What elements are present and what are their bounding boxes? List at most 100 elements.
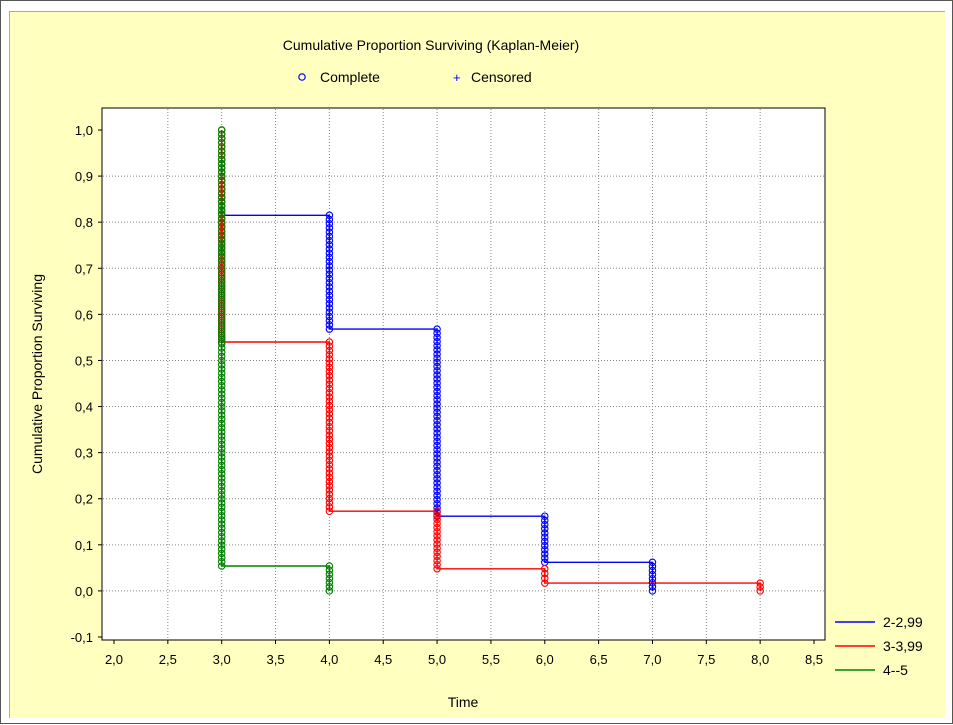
complete-event-marker [217,256,226,264]
x-tick-label: 5,0 [428,652,446,667]
y-tick-label: 0,3 [75,446,93,461]
complete-event-marker [217,511,226,520]
x-tick-label: 6,5 [590,652,608,667]
complete-event-marker [541,574,549,583]
complete-event-marker [217,314,226,323]
complete-event-marker [217,239,226,247]
complete-event-marker [217,306,226,315]
legend-complete-label: Complete [320,69,380,85]
complete-event-marker [325,587,334,595]
complete-event-marker [217,293,226,302]
complete-event-marker [325,583,334,591]
complete-event-marker [217,553,226,562]
y-tick-label: 0,5 [75,353,93,368]
complete-event-marker [325,414,334,422]
complete-event-marker [217,537,226,545]
complete-event-marker [217,453,226,461]
complete-event-marker [325,367,334,376]
x-tick-label: 8,0 [751,652,769,667]
complete-event-marker [217,247,226,256]
y-tick-label: 0,2 [75,492,93,507]
complete-event-marker [217,147,226,155]
complete-event-marker [325,469,334,477]
complete-event-marker [217,503,226,512]
complete-event-marker [648,583,657,591]
complete-event-marker [433,470,441,479]
complete-event-marker [217,528,226,537]
complete-event-marker [433,475,441,483]
complete-event-marker [433,425,441,433]
x-tick-label: 5,5 [482,652,500,667]
x-tick-label: 4,0 [320,652,338,667]
complete-event-marker [325,460,334,469]
complete-event-marker [217,470,226,478]
complete-event-marker [541,520,549,529]
complete-event-marker [433,536,441,544]
complete-event-marker [217,268,226,277]
complete-event-marker [325,422,334,431]
complete-event-marker [325,325,334,333]
complete-event-marker [541,550,549,558]
complete-event-marker [433,354,441,362]
complete-event-marker [217,130,226,138]
legend-censored-label: Censored [471,69,532,85]
complete-event-marker [217,201,226,210]
complete-event-marker [433,556,441,565]
complete-event-marker [217,465,226,474]
complete-event-marker [325,245,334,253]
y-tick-label: 0,4 [75,400,93,415]
complete-event-marker [325,570,334,579]
complete-event-marker [325,363,334,372]
complete-event-marker [433,371,441,379]
complete-event-marker [433,491,441,500]
complete-event-marker [217,457,226,465]
complete-event-marker [541,537,549,546]
complete-event-marker [217,432,226,440]
complete-event-marker [433,450,441,458]
complete-event-marker [325,283,334,291]
complete-event-marker [541,541,549,550]
complete-event-marker [217,440,226,449]
complete-event-marker [325,578,334,587]
x-axis-label: Time [448,694,479,710]
complete-event-marker [325,439,334,448]
complete-event-marker [217,310,226,319]
complete-event-marker [433,565,441,573]
complete-event-marker [217,562,226,570]
complete-event-marker [433,504,441,512]
complete-event-marker [217,490,226,499]
complete-event-marker [217,205,226,214]
complete-event-marker [217,386,226,394]
x-tick-label: 2,5 [159,652,177,667]
complete-event-marker [217,407,226,415]
complete-event-marker [217,373,226,382]
complete-event-marker [217,344,226,352]
complete-event-marker [217,541,226,549]
complete-event-marker [217,252,226,260]
y-axis-label: Cumulative Proportion Surviving [29,274,45,474]
complete-event-marker [217,143,226,151]
complete-event-marker [433,391,441,400]
complete-event-marker [325,443,334,452]
complete-event-marker [325,232,334,241]
legend-label: 2-2,99 [883,614,923,630]
complete-event-marker [541,516,549,525]
complete-event-marker [325,494,334,503]
x-tick-label: 3,0 [213,652,231,667]
complete-event-marker [325,393,334,401]
complete-event-marker [325,257,334,266]
complete-event-marker [217,377,226,386]
complete-event-marker [325,490,334,499]
complete-event-marker [325,253,334,262]
complete-event-marker [217,516,226,524]
complete-event-marker [217,193,226,201]
complete-event-marker [325,448,334,456]
plot-area [101,107,826,641]
complete-event-marker [217,197,226,206]
complete-event-marker [648,558,657,567]
complete-event-marker [325,291,334,300]
complete-event-marker [217,390,226,398]
complete-event-marker [217,558,226,566]
complete-event-marker [217,428,226,436]
complete-event-marker [433,532,441,540]
